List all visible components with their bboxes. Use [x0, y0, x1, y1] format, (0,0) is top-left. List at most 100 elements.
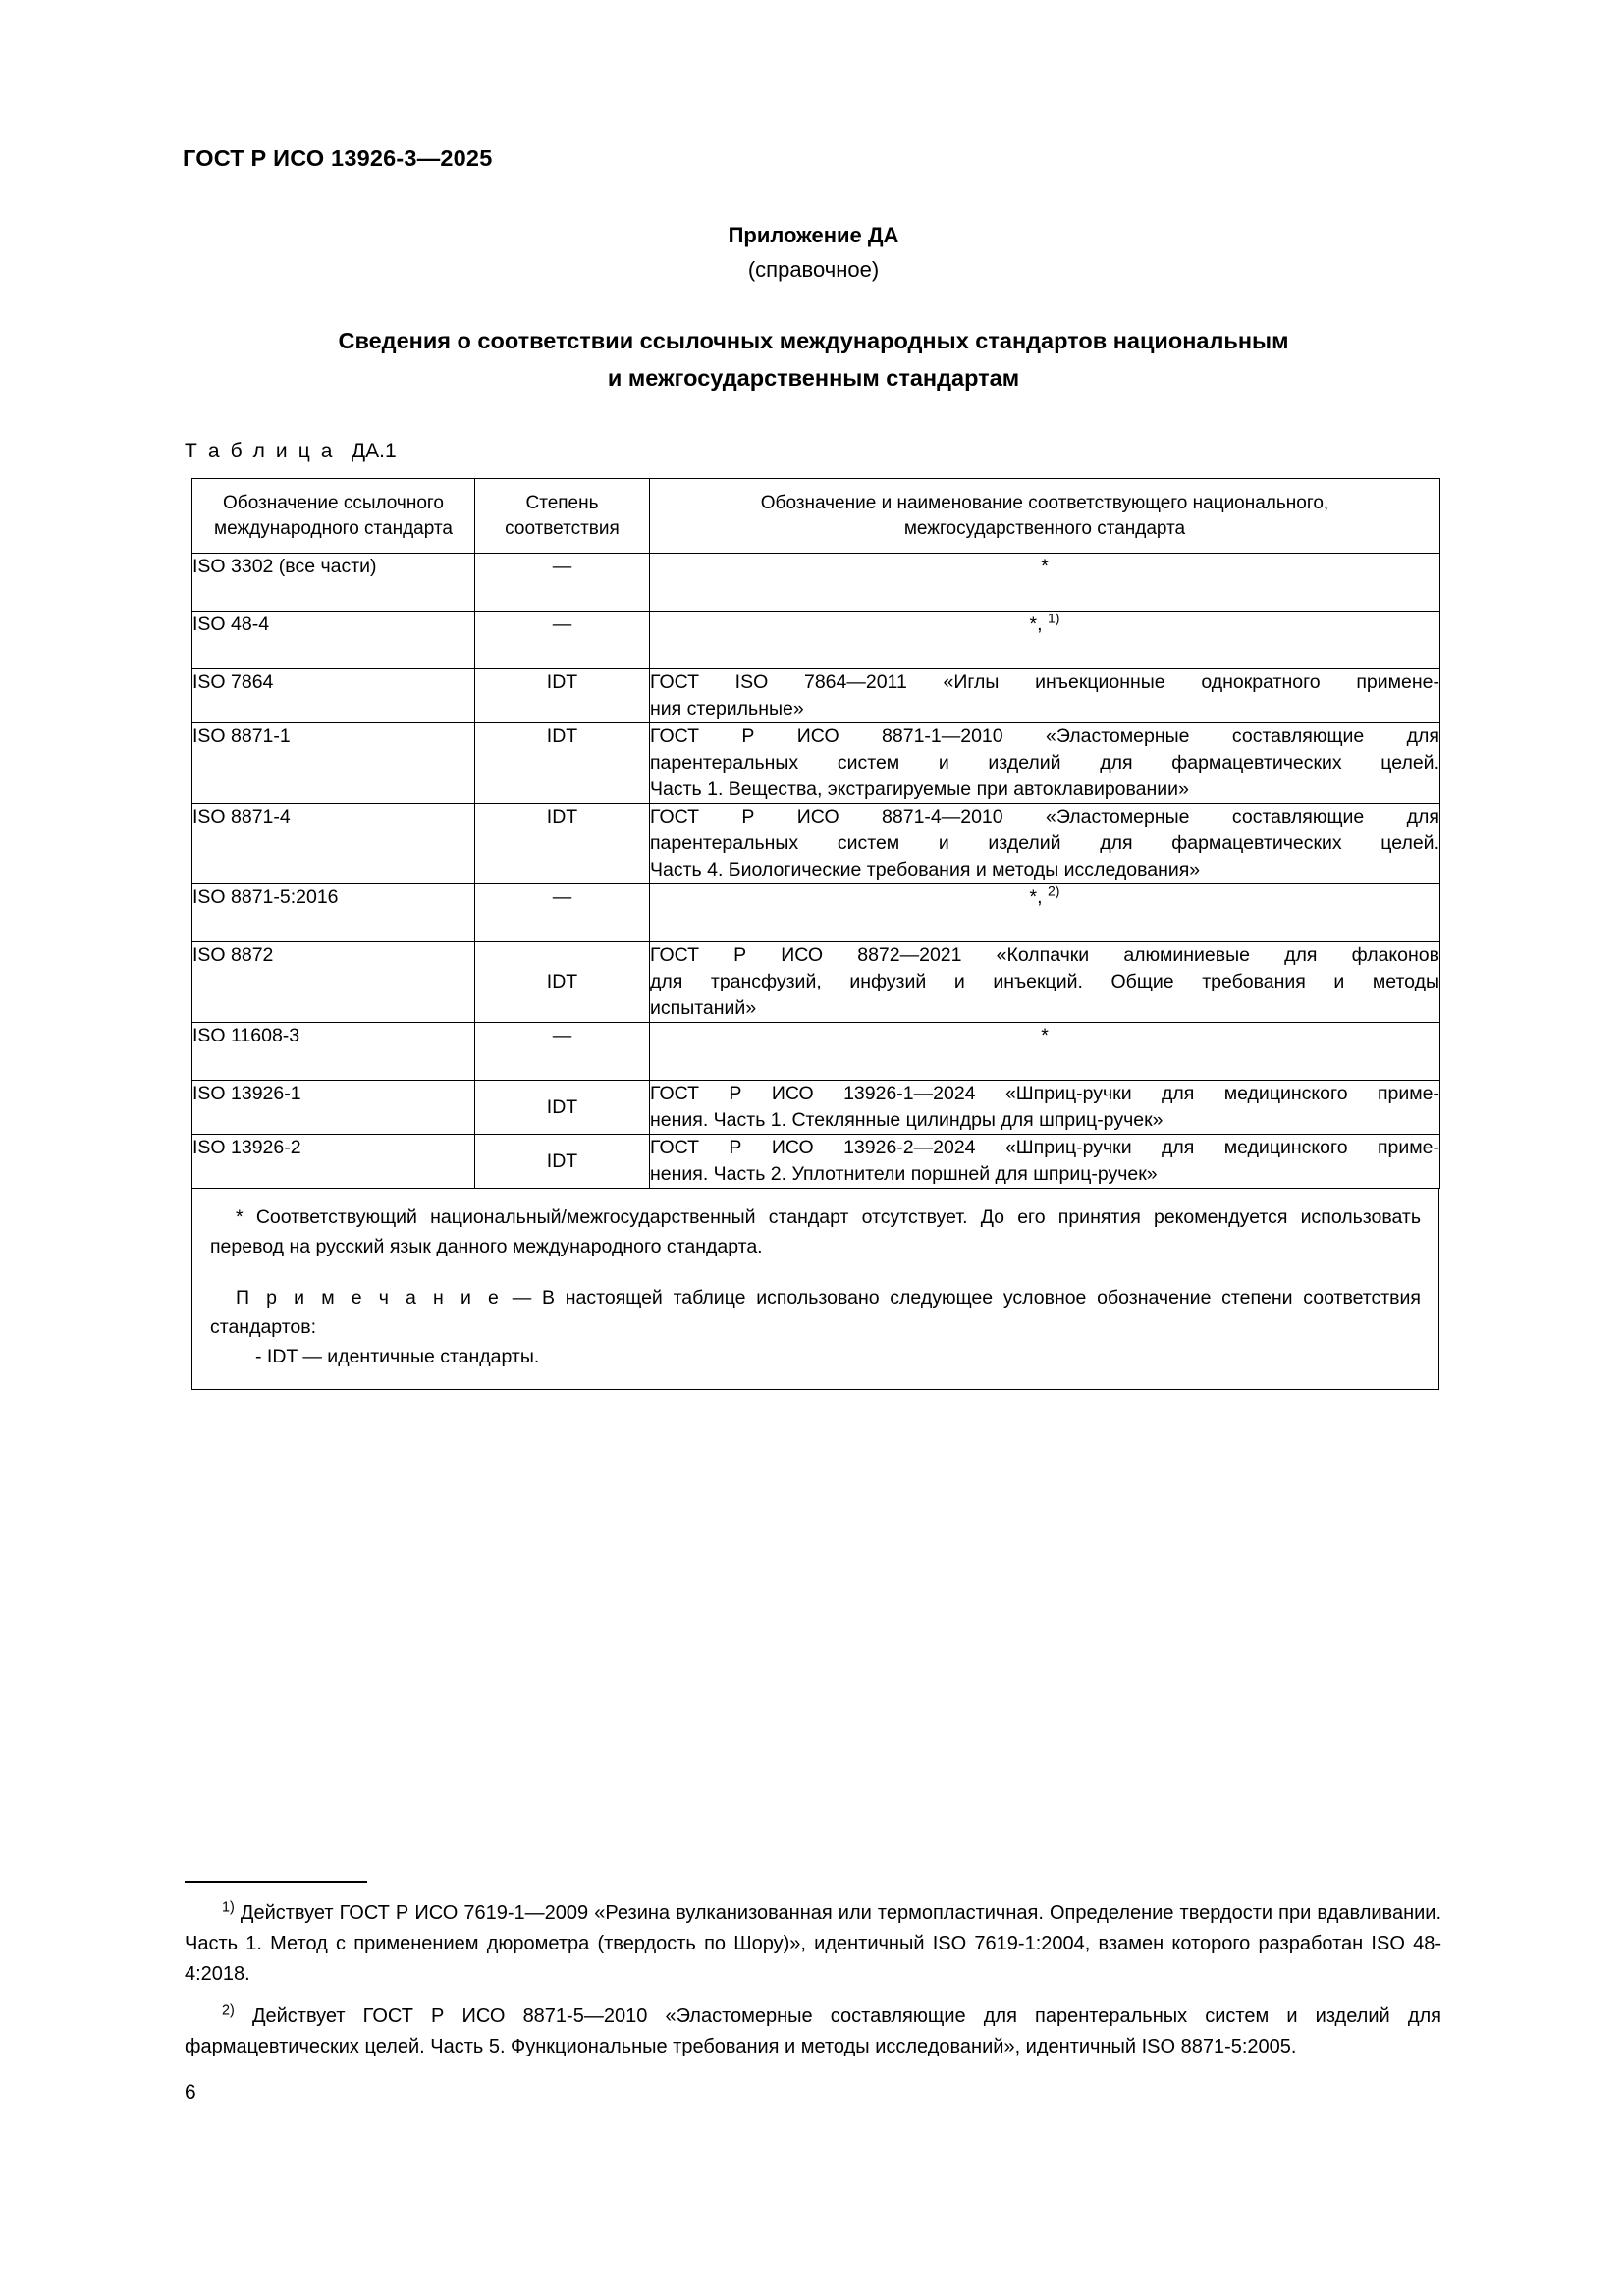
- header-cell-degree: Степень соответствия: [474, 478, 650, 554]
- cell-degree: IDT: [474, 1134, 650, 1189]
- table-row: ISO 8871-1 IDT ГОСТ Р ИСО 8871-1—2010 «Э…: [191, 722, 1440, 804]
- cell-national: *, 1): [649, 610, 1440, 669]
- cell-national: ГОСТ Р ИСО 13926-1—2024 «Шприц-ручки для…: [649, 1080, 1440, 1135]
- header-cell-national: Обозначение и наименование соответствующ…: [649, 478, 1440, 554]
- cell-line: для трансфузий, инфузий и инъекций. Общи…: [650, 971, 1439, 992]
- annex-main-heading: Сведения о соответствии ссылочных междун…: [183, 322, 1444, 397]
- cell-line: ГОСТ Р ИСО 8871-1—2010 «Эластомерные сос…: [650, 725, 1439, 747]
- cell-national: *: [649, 553, 1440, 612]
- table-caption-number: ДА.1: [351, 440, 397, 462]
- cell-degree: —: [474, 883, 650, 942]
- page-number: 6: [185, 2081, 196, 2104]
- annex-title: Приложение ДА: [728, 223, 899, 247]
- cell-standard: ISO 48-4: [191, 611, 475, 669]
- cell-degree: IDT: [474, 941, 650, 1023]
- table-note-list-item: - IDT — идентичные стандарты.: [210, 1342, 1421, 1371]
- cell-standard: ISO 8871-4: [191, 803, 475, 884]
- cell-line: нения. Часть 1. Стеклянные цилиндры для …: [650, 1109, 1164, 1131]
- table-notes-block: * Соответствующий национальный/межгосуда…: [191, 1189, 1439, 1390]
- cell-line: ГОСТ Р ИСО 8872—2021 «Колпачки алюминиев…: [650, 944, 1439, 966]
- cell-national-lines: ГОСТ Р ИСО 8872—2021 «Колпачки алюминиев…: [650, 942, 1439, 1022]
- table-header-row: Обозначение ссылочного международного ст…: [191, 478, 1440, 554]
- footnote-text: Действует ГОСТ Р ИСО 7619-1—2009 «Резина…: [185, 1902, 1442, 1985]
- cell-degree: IDT: [474, 722, 650, 804]
- note-text: В настоящей таблице использовано следующ…: [210, 1287, 1421, 1338]
- cell-line: ГОСТ Р ИСО 13926-1—2024 «Шприц-ручки для…: [650, 1083, 1439, 1104]
- annex-heading-line-1: Сведения о соответствии ссылочных междун…: [338, 328, 1289, 353]
- table-row: ISO 13926-2 IDT ГОСТ Р ИСО 13926-2—2024 …: [191, 1134, 1440, 1189]
- cell-standard: ISO 8871-1: [191, 722, 475, 804]
- footnote-separator-rule: [185, 1881, 367, 1883]
- cell-line: Часть 4. Биологические требования и мето…: [650, 859, 1201, 881]
- cell-national: ГОСТ Р ИСО 8872—2021 «Колпачки алюминиев…: [649, 941, 1440, 1023]
- cell-degree: IDT: [474, 803, 650, 884]
- note-asterisk-text: Соответствующий национальный/межгосударс…: [210, 1206, 1422, 1257]
- cell-standard: ISO 3302 (все части): [191, 553, 475, 612]
- table-caption-label: Т а б л и ц а: [185, 440, 336, 462]
- cell-standard: ISO 7864: [191, 668, 475, 723]
- footnote-item: 2) Действует ГОСТ Р ИСО 8871-5—2010 «Эла…: [185, 2002, 1441, 2062]
- table-note-primechanie: П р и м е ч а н и е — В настоящей таблиц…: [210, 1283, 1421, 1342]
- cell-line: ГОСТ Р ИСО 8871-4—2010 «Эластомерные сос…: [650, 806, 1439, 828]
- note-ref-asterisk: *,: [1029, 614, 1048, 635]
- table-caption: Т а б л и ц а ДА.1: [185, 440, 397, 463]
- table-note-asterisk: * Соответствующий национальный/межгосуда…: [210, 1202, 1421, 1261]
- annex-heading-block: Приложение ДА (справочное) Сведения о со…: [183, 218, 1444, 397]
- cell-standard: ISO 13926-1: [191, 1080, 475, 1135]
- cell-national: ГОСТ ISO 7864—2011 «Иглы инъекционные од…: [649, 668, 1440, 723]
- note-label: П р и м е ч а н и е: [236, 1287, 503, 1308]
- header-degree-line-1: Степень: [525, 493, 599, 513]
- cell-degree: —: [474, 1022, 650, 1081]
- cell-line: парентеральных систем и изделий для фарм…: [650, 832, 1439, 854]
- cell-standard: ISO 13926-2: [191, 1134, 475, 1189]
- cell-line: испытаний»: [650, 997, 757, 1019]
- table-row: ISO 11608-3 — *: [191, 1022, 1440, 1081]
- cell-line: ГОСТ ISO 7864—2011 «Иглы инъекционные од…: [650, 671, 1439, 693]
- footnote-ref-2: 2): [1047, 882, 1060, 899]
- correspondence-table: Обозначение ссылочного международного ст…: [191, 478, 1440, 1189]
- note-asterisk-marker: *: [236, 1206, 244, 1228]
- header-national-line-1: Обозначение и наименование соответствующ…: [760, 493, 1329, 513]
- table-row: ISO 8871-5:2016 — *, 2): [191, 882, 1440, 942]
- cell-standard: ISO 8872: [191, 941, 475, 1023]
- note-ref-asterisk: *: [1041, 556, 1049, 577]
- cell-standard: ISO 11608-3: [191, 1022, 475, 1081]
- header-national-line-2: межгосударственного стандарта: [903, 518, 1186, 539]
- cell-line: нения. Часть 2. Уплотнители поршней для …: [650, 1163, 1158, 1185]
- cell-national: *, 2): [649, 882, 1440, 942]
- note-ref-asterisk: *: [1041, 1025, 1049, 1046]
- header-standard-line-2: международного стандарта: [214, 518, 453, 539]
- cell-line: парентеральных систем и изделий для фарм…: [650, 752, 1439, 774]
- cell-national-lines: ГОСТ ISO 7864—2011 «Иглы инъекционные од…: [650, 669, 1439, 722]
- table-row: ISO 8871-4 IDT ГОСТ Р ИСО 8871-4—2010 «Э…: [191, 803, 1440, 884]
- cell-national: *: [649, 1022, 1440, 1081]
- cell-national-lines: ГОСТ Р ИСО 13926-1—2024 «Шприц-ручки для…: [650, 1081, 1439, 1134]
- cell-national-lines: ГОСТ Р ИСО 13926-2—2024 «Шприц-ручки для…: [650, 1135, 1439, 1188]
- footnote-item: 1) Действует ГОСТ Р ИСО 7619-1—2009 «Рез…: [185, 1898, 1441, 1990]
- header-cell-standard: Обозначение ссылочного международного ст…: [191, 478, 475, 554]
- cell-line: ГОСТ Р ИСО 13926-2—2024 «Шприц-ручки для…: [650, 1137, 1439, 1158]
- cell-national: ГОСТ Р ИСО 8871-1—2010 «Эластомерные сос…: [649, 722, 1440, 804]
- table-row: ISO 48-4 — *, 1): [191, 610, 1440, 669]
- cell-national: ГОСТ Р ИСО 8871-4—2010 «Эластомерные сос…: [649, 803, 1440, 884]
- cell-line: Часть 1. Вещества, экстрагируемые при ав…: [650, 778, 1189, 800]
- cell-standard: ISO 8871-5:2016: [191, 883, 475, 942]
- table-row: ISO 3302 (все части) — *: [191, 553, 1440, 612]
- cell-line: ния стерильные»: [650, 698, 804, 720]
- table-row: ISO 8872 IDT ГОСТ Р ИСО 8872—2021 «Колпа…: [191, 941, 1440, 1023]
- header-degree-line-2: соответствия: [505, 518, 620, 539]
- cell-degree: IDT: [474, 1080, 650, 1135]
- footnote-ref-1: 1): [1047, 610, 1060, 626]
- running-header: ГОСТ Р ИСО 13926-3—2025: [183, 145, 493, 171]
- cell-national: ГОСТ Р ИСО 13926-2—2024 «Шприц-ручки для…: [649, 1134, 1440, 1189]
- cell-degree: IDT: [474, 668, 650, 723]
- cell-national-lines: ГОСТ Р ИСО 8871-4—2010 «Эластомерные сос…: [650, 804, 1439, 883]
- footnote-marker: 1): [222, 1899, 235, 1916]
- cell-national-lines: ГОСТ Р ИСО 8871-1—2010 «Эластомерные сос…: [650, 723, 1439, 803]
- annex-subtitle: (справочное): [747, 257, 880, 282]
- header-standard-line-1: Обозначение ссылочного: [223, 493, 444, 513]
- cell-degree: —: [474, 553, 650, 612]
- footnote-marker: 2): [222, 2002, 235, 2019]
- table-row: ISO 13926-1 IDT ГОСТ Р ИСО 13926-1—2024 …: [191, 1080, 1440, 1135]
